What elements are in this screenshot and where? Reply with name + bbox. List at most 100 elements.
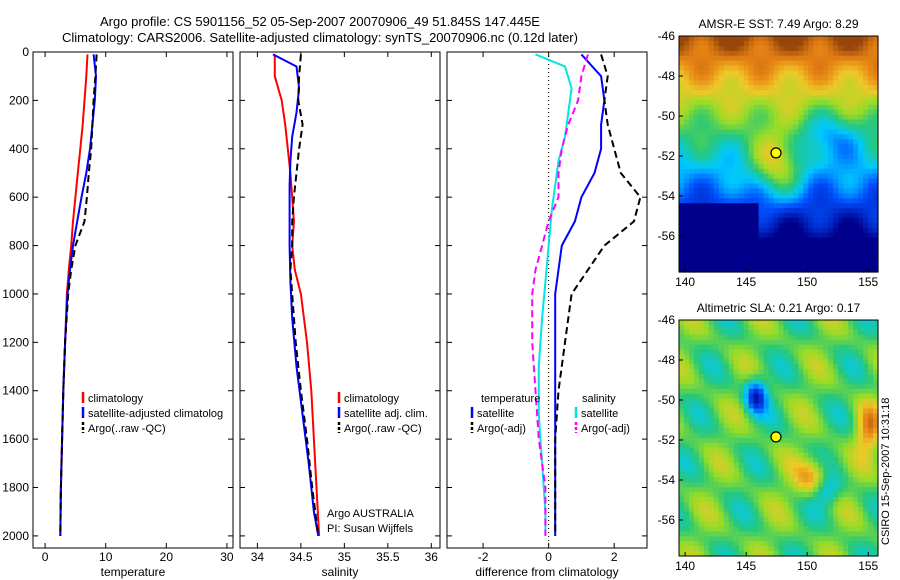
map-cell bbox=[763, 193, 770, 199]
map-cell bbox=[683, 163, 690, 170]
map-cell bbox=[743, 124, 750, 131]
map-cell bbox=[788, 70, 795, 76]
map-cell bbox=[763, 80, 770, 86]
map-cell bbox=[848, 129, 854, 135]
map-cell bbox=[813, 124, 819, 131]
map-cell bbox=[703, 217, 710, 224]
map-cell bbox=[679, 383, 685, 390]
map-cell bbox=[768, 511, 775, 518]
map-cell bbox=[688, 383, 695, 390]
map-cell bbox=[723, 257, 730, 263]
map-cell bbox=[853, 178, 859, 185]
map-cell bbox=[748, 198, 755, 204]
map-cell bbox=[863, 438, 869, 444]
map-cell bbox=[693, 506, 700, 513]
map-cell bbox=[808, 487, 814, 493]
map-cell bbox=[763, 339, 770, 346]
map-cell bbox=[828, 45, 834, 52]
map-cell bbox=[868, 55, 874, 62]
map-cell bbox=[858, 75, 864, 81]
map-cell bbox=[848, 379, 854, 385]
map-cell bbox=[858, 154, 864, 160]
map-cell bbox=[873, 90, 879, 96]
map-cell bbox=[778, 383, 785, 390]
map-cell bbox=[683, 359, 690, 365]
map-cell bbox=[693, 75, 700, 81]
map-cell bbox=[858, 227, 864, 234]
map-cell bbox=[738, 217, 745, 224]
map-cell bbox=[813, 227, 819, 234]
map-cell bbox=[713, 497, 720, 503]
map-cell bbox=[833, 129, 839, 135]
map-cell bbox=[793, 467, 799, 474]
map-cell bbox=[743, 40, 750, 47]
map-cell bbox=[698, 364, 705, 370]
map-cell bbox=[773, 267, 780, 273]
map-cell bbox=[748, 472, 755, 478]
map-cell bbox=[713, 423, 720, 429]
map-cell bbox=[679, 134, 685, 140]
map-cell bbox=[728, 149, 735, 155]
map-cell bbox=[823, 114, 829, 121]
map-cell bbox=[768, 104, 775, 111]
map-cell bbox=[843, 379, 849, 385]
map-cell bbox=[753, 50, 760, 57]
map-cell bbox=[773, 447, 780, 454]
map-cell bbox=[708, 129, 715, 135]
map-cell bbox=[708, 40, 715, 47]
map-cell bbox=[858, 383, 864, 390]
map-cell bbox=[743, 418, 750, 424]
map-cell bbox=[733, 423, 740, 429]
map-cell bbox=[703, 320, 710, 326]
map-cell bbox=[753, 237, 760, 244]
map-cell bbox=[693, 119, 700, 126]
map-cell bbox=[718, 516, 725, 523]
map-cell bbox=[698, 109, 705, 116]
map-cell bbox=[693, 467, 700, 474]
map-cell bbox=[778, 154, 785, 160]
map-cell bbox=[858, 408, 864, 415]
map-cell bbox=[748, 551, 755, 557]
map-cell bbox=[718, 354, 725, 360]
map-cell bbox=[843, 129, 849, 135]
map-cell bbox=[743, 428, 750, 434]
map-cell bbox=[763, 472, 770, 478]
map-cell bbox=[793, 324, 799, 331]
map-cell bbox=[793, 398, 799, 405]
map-cell bbox=[828, 423, 834, 429]
map-cell bbox=[833, 393, 839, 400]
map-cell bbox=[683, 178, 690, 185]
map-cell bbox=[843, 119, 849, 126]
map-cell bbox=[813, 40, 819, 47]
map-cell bbox=[808, 324, 814, 331]
map-cell bbox=[743, 85, 750, 91]
map-cell bbox=[688, 80, 695, 86]
map-cell bbox=[833, 139, 839, 145]
legend-diff-sal-argo-label: Argo(-adj) bbox=[581, 423, 630, 435]
map-cell bbox=[853, 497, 859, 503]
map-cell bbox=[693, 442, 700, 449]
map-cell bbox=[798, 242, 804, 249]
map-cell bbox=[748, 423, 755, 429]
map-cell bbox=[823, 99, 829, 106]
map-cell bbox=[728, 472, 735, 478]
map-cell bbox=[758, 452, 765, 459]
map-cell bbox=[679, 334, 685, 341]
map-cell bbox=[683, 114, 690, 121]
map-cell bbox=[808, 203, 814, 209]
map-cell bbox=[813, 90, 819, 96]
map-cell bbox=[863, 154, 869, 160]
map-cell bbox=[873, 227, 879, 234]
map-cell bbox=[793, 482, 799, 488]
map-cell bbox=[728, 334, 735, 341]
map-cell bbox=[713, 541, 720, 547]
map-cell bbox=[843, 359, 849, 365]
map-cell bbox=[703, 393, 710, 400]
map-cell bbox=[713, 339, 720, 346]
map-cell bbox=[813, 203, 819, 209]
map-cell bbox=[858, 134, 864, 140]
map-cell bbox=[773, 526, 780, 533]
map-cell bbox=[723, 423, 730, 429]
map-cell bbox=[868, 144, 874, 150]
map-cell bbox=[778, 95, 785, 101]
